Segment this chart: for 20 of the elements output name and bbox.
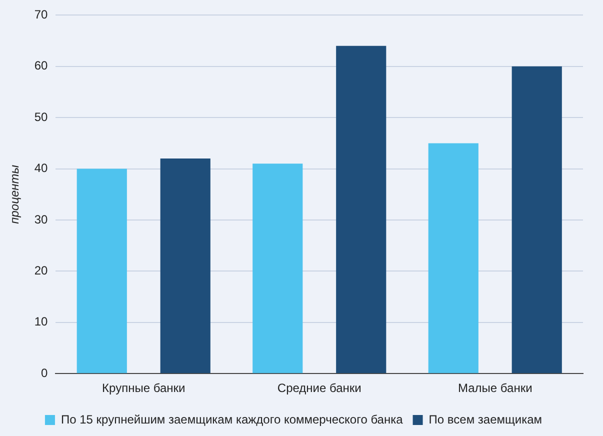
legend-label: По 15 крупнейшим заемщикам каждого коммерческого банка [60,412,404,426]
x-tick-label: Малые банки [458,381,532,396]
x-tick-label: Средние банки [277,381,362,396]
y-tick-label: 20 [34,264,48,278]
bar [336,46,386,374]
bar [252,164,303,374]
bar [160,158,210,374]
bar [76,168,127,374]
legend-label: По всем заемщикам [428,412,542,426]
y-tick-label: 40 [34,161,48,176]
y-axis-title: проценты [8,164,22,224]
x-tick-label: Крупные банки [102,381,186,396]
bar [512,66,562,374]
y-tick-label: 0 [41,366,48,380]
y-tick-label: 30 [34,212,48,226]
y-tick-label: 10 [34,314,48,329]
y-tick-label: 50 [34,110,48,124]
y-tick-label: 60 [34,58,48,73]
y-tick-label: 70 [34,8,48,22]
bar [428,143,478,374]
